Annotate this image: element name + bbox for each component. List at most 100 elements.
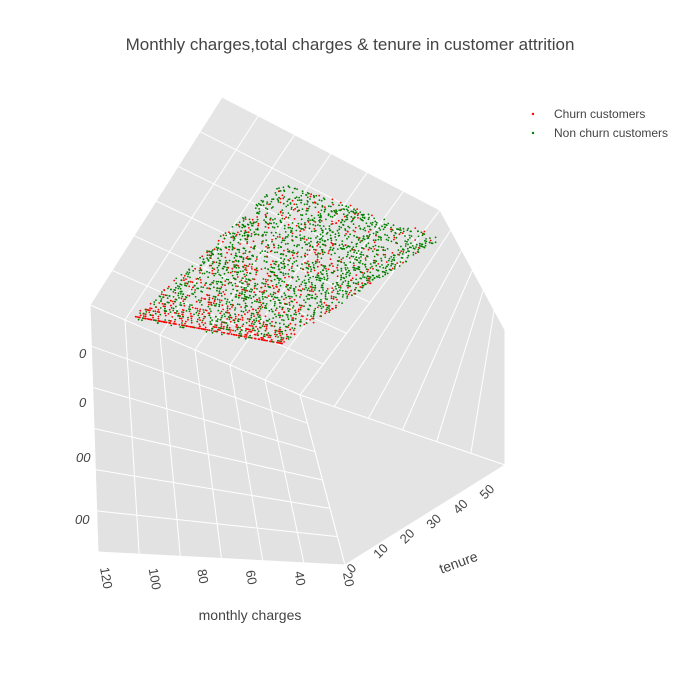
data-point <box>178 317 181 320</box>
data-point <box>216 266 219 269</box>
data-point <box>235 289 238 292</box>
data-point <box>211 327 213 330</box>
data-point <box>232 277 235 279</box>
data-point <box>238 251 241 254</box>
data-point <box>218 326 220 329</box>
data-point <box>246 241 249 243</box>
data-point <box>399 227 402 229</box>
data-point <box>246 318 249 320</box>
data-point <box>318 279 321 282</box>
data-point <box>219 312 222 315</box>
data-point <box>327 252 330 255</box>
data-point <box>153 319 156 321</box>
gridline <box>333 229 452 407</box>
data-point <box>199 272 201 274</box>
data-point <box>277 265 280 268</box>
data-point <box>278 342 281 344</box>
data-point <box>226 305 229 307</box>
data-point <box>400 250 403 253</box>
data-point <box>425 240 428 243</box>
data-point <box>320 257 323 260</box>
data-point <box>191 304 193 306</box>
data-point <box>317 275 320 277</box>
data-point <box>361 263 364 265</box>
data-point <box>342 213 345 216</box>
data-point <box>164 312 166 315</box>
data-point <box>385 269 388 272</box>
data-point <box>259 252 262 254</box>
data-point <box>336 266 338 269</box>
data-point <box>299 234 301 237</box>
data-point <box>297 289 300 291</box>
data-point <box>417 230 419 233</box>
data-point <box>390 256 393 258</box>
data-point <box>315 194 318 197</box>
legend[interactable]: Churn customers Non churn customers <box>531 107 668 140</box>
data-point <box>242 220 245 222</box>
data-point <box>316 256 319 258</box>
data-point <box>299 237 302 240</box>
data-point <box>355 256 358 259</box>
data-point <box>198 310 201 312</box>
data-point <box>315 237 317 239</box>
data-point <box>402 261 404 264</box>
data-point <box>372 232 375 235</box>
data-point <box>222 327 225 330</box>
scene[interactable] <box>89 96 507 566</box>
data-point <box>167 301 170 304</box>
data-point <box>346 290 348 293</box>
data-point <box>241 316 244 319</box>
data-point <box>149 314 152 316</box>
data-point <box>238 255 241 258</box>
data-point <box>279 190 282 192</box>
data-point <box>339 209 342 212</box>
data-point <box>173 300 176 303</box>
data-point <box>284 325 287 328</box>
data-point <box>358 237 361 239</box>
data-point <box>306 314 309 317</box>
data-point <box>323 278 326 281</box>
data-point <box>330 271 333 274</box>
data-point <box>253 315 256 317</box>
total-charges-tick: 0 <box>79 346 87 361</box>
data-point <box>156 322 159 324</box>
data-point <box>296 245 298 248</box>
data-point <box>213 286 215 289</box>
data-point <box>163 289 166 292</box>
data-point <box>289 308 291 310</box>
data-point <box>368 216 370 219</box>
data-point <box>237 241 240 244</box>
data-point <box>407 238 409 241</box>
data-point <box>349 204 352 207</box>
data-point <box>322 230 324 232</box>
data-point <box>366 225 369 228</box>
data-point <box>196 307 199 310</box>
data-point <box>225 322 228 324</box>
data-point <box>184 284 186 287</box>
data-point <box>248 263 251 266</box>
legend-item-non-churn[interactable]: Non churn customers <box>531 126 668 140</box>
data-point <box>219 274 222 277</box>
data-point <box>353 208 355 211</box>
data-point <box>374 220 377 223</box>
gridline <box>402 269 473 431</box>
data-point <box>264 315 267 318</box>
data-point <box>345 246 348 249</box>
data-point <box>213 268 216 271</box>
data-point <box>266 272 269 275</box>
data-point <box>285 296 287 299</box>
data-point <box>278 233 281 236</box>
data-point <box>323 198 326 201</box>
data-point <box>178 323 181 326</box>
data-point <box>177 312 180 315</box>
data-point <box>326 279 328 281</box>
data-point <box>212 302 215 305</box>
data-point <box>331 201 334 204</box>
data-point <box>242 297 245 300</box>
data-point <box>384 256 387 258</box>
data-point <box>238 303 241 306</box>
legend-item-churn[interactable]: Churn customers <box>531 107 646 121</box>
data-point <box>263 260 266 262</box>
data-point <box>180 317 183 320</box>
data-point <box>434 236 437 239</box>
